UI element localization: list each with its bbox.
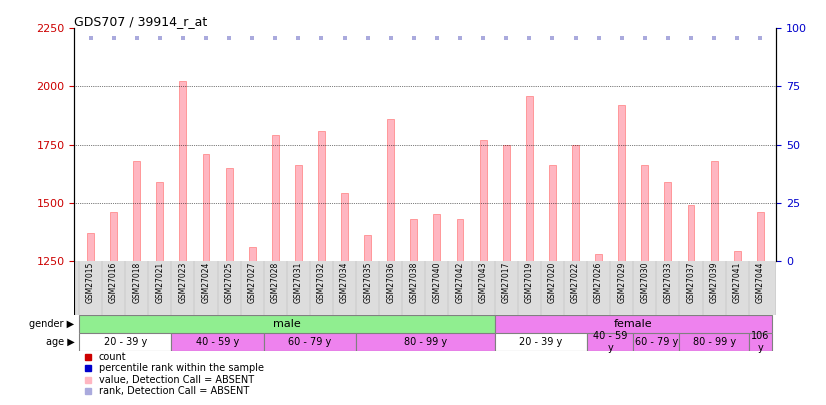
Bar — [457, 219, 463, 261]
Bar — [618, 105, 625, 261]
Text: GSM27033: GSM27033 — [663, 262, 672, 303]
Text: GSM27024: GSM27024 — [202, 262, 211, 303]
Bar — [179, 81, 187, 261]
Bar — [387, 119, 394, 261]
Bar — [79, 333, 171, 351]
Text: GSM27031: GSM27031 — [294, 262, 303, 303]
Text: GSM27016: GSM27016 — [109, 262, 118, 303]
Bar — [341, 193, 348, 261]
Text: GSM27019: GSM27019 — [525, 262, 534, 303]
Text: GSM27044: GSM27044 — [756, 262, 765, 303]
Text: GSM27034: GSM27034 — [340, 262, 349, 303]
Bar — [434, 214, 440, 261]
Text: 60 - 79 y: 60 - 79 y — [288, 337, 331, 347]
Text: 60 - 79 y: 60 - 79 y — [634, 337, 678, 347]
Bar — [87, 233, 94, 261]
Bar — [757, 212, 764, 261]
Bar — [664, 182, 672, 261]
Bar — [596, 254, 602, 261]
Text: 40 - 59 y: 40 - 59 y — [196, 337, 240, 347]
Text: gender ▶: gender ▶ — [29, 319, 74, 329]
Bar — [503, 145, 510, 261]
Bar — [748, 333, 771, 351]
Text: GSM27043: GSM27043 — [478, 262, 487, 303]
Bar — [641, 166, 648, 261]
Text: GSM27039: GSM27039 — [710, 262, 719, 303]
Text: 20 - 39 y: 20 - 39 y — [520, 337, 563, 347]
Text: GSM27030: GSM27030 — [640, 262, 649, 303]
Text: GSM27025: GSM27025 — [225, 262, 234, 303]
Text: GSM27035: GSM27035 — [363, 262, 373, 303]
Text: GSM27038: GSM27038 — [410, 262, 418, 303]
Bar — [680, 333, 748, 351]
Bar — [156, 182, 164, 261]
Text: count: count — [99, 352, 126, 362]
Text: percentile rank within the sample: percentile rank within the sample — [99, 363, 264, 373]
Bar — [526, 96, 533, 261]
Text: 20 - 39 y: 20 - 39 y — [103, 337, 147, 347]
Bar — [634, 333, 680, 351]
Bar — [687, 205, 695, 261]
Text: GSM27027: GSM27027 — [248, 262, 257, 303]
Bar — [318, 131, 325, 261]
Text: GSM27021: GSM27021 — [155, 262, 164, 303]
Bar — [572, 145, 579, 261]
Text: GSM27041: GSM27041 — [733, 262, 742, 303]
Bar — [495, 315, 771, 333]
Text: GDS707 / 39914_r_at: GDS707 / 39914_r_at — [74, 15, 207, 28]
Bar — [249, 247, 255, 261]
Text: GSM27029: GSM27029 — [617, 262, 626, 303]
Text: GSM27032: GSM27032 — [317, 262, 326, 303]
Bar — [364, 235, 371, 261]
Bar — [110, 212, 117, 261]
Bar — [295, 166, 301, 261]
Text: GSM27026: GSM27026 — [594, 262, 603, 303]
Bar — [733, 252, 741, 261]
Bar — [225, 168, 233, 261]
Text: GSM27028: GSM27028 — [271, 262, 280, 303]
Text: female: female — [614, 319, 653, 329]
Text: 80 - 99 y: 80 - 99 y — [692, 337, 736, 347]
Text: male: male — [273, 319, 301, 329]
Text: GSM27036: GSM27036 — [387, 262, 396, 303]
Bar — [710, 161, 718, 261]
Text: GSM27022: GSM27022 — [571, 262, 580, 303]
Bar — [495, 333, 587, 351]
Text: GSM27023: GSM27023 — [178, 262, 188, 303]
Text: rank, Detection Call = ABSENT: rank, Detection Call = ABSENT — [99, 386, 249, 396]
Bar — [356, 333, 495, 351]
Bar — [263, 333, 356, 351]
Text: value, Detection Call = ABSENT: value, Detection Call = ABSENT — [99, 375, 254, 385]
Bar — [480, 140, 487, 261]
Text: GSM27018: GSM27018 — [132, 262, 141, 303]
Bar — [549, 166, 556, 261]
Bar — [171, 333, 263, 351]
Bar — [587, 333, 634, 351]
Bar — [202, 154, 210, 261]
Text: GSM27020: GSM27020 — [548, 262, 557, 303]
Text: GSM27040: GSM27040 — [433, 262, 441, 303]
Text: GSM27042: GSM27042 — [455, 262, 464, 303]
Text: GSM27015: GSM27015 — [86, 262, 95, 303]
Text: 106
y: 106 y — [751, 331, 770, 353]
Text: GSM27017: GSM27017 — [501, 262, 510, 303]
Bar — [272, 135, 278, 261]
Text: age ▶: age ▶ — [45, 337, 74, 347]
Text: 40 - 59
y: 40 - 59 y — [593, 331, 627, 353]
Text: 80 - 99 y: 80 - 99 y — [404, 337, 447, 347]
Text: GSM27037: GSM27037 — [686, 262, 695, 303]
Bar — [411, 219, 417, 261]
Bar — [79, 315, 495, 333]
Bar — [133, 161, 140, 261]
